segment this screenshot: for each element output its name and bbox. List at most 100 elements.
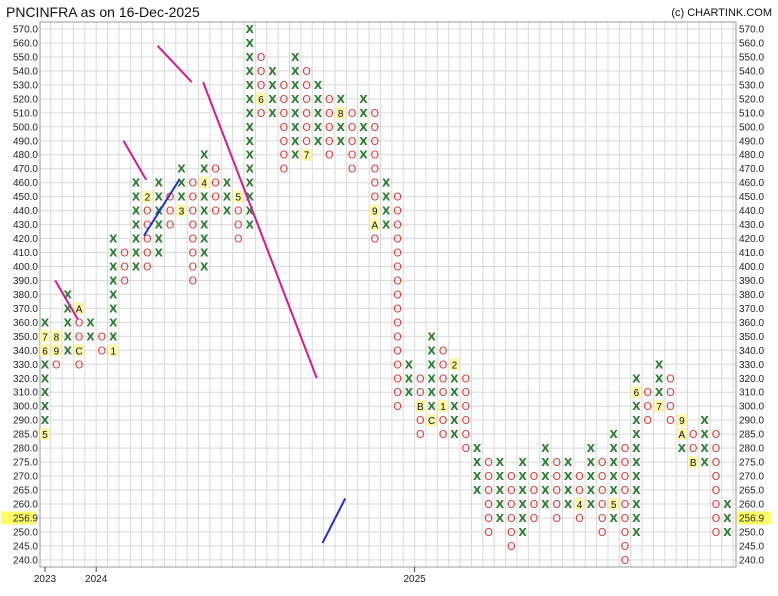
- o-mark: O: [143, 260, 152, 273]
- month-marker-bg: [51, 330, 62, 343]
- o-mark: O: [189, 247, 198, 260]
- o-mark: O: [461, 414, 470, 427]
- o-mark: O: [575, 512, 584, 525]
- y-tick-label-left: 275.0: [13, 458, 38, 469]
- y-tick-label-right: 240.0: [739, 555, 764, 566]
- x-mark: X: [245, 23, 254, 36]
- x-mark: X: [245, 79, 254, 92]
- x-mark: X: [223, 177, 232, 190]
- y-tick-label-left: 390.0: [13, 276, 38, 287]
- o-mark: O: [507, 484, 516, 497]
- x-mark: X: [678, 442, 687, 455]
- x-mark: X: [541, 498, 550, 511]
- o-mark: O: [621, 540, 630, 553]
- o-mark: O: [484, 498, 493, 511]
- x-mark: X: [200, 149, 209, 162]
- o-mark: O: [75, 316, 84, 329]
- o-mark: O: [484, 512, 493, 525]
- o-mark: O: [507, 470, 516, 483]
- month-marker: B: [417, 402, 424, 413]
- x-mark: X: [587, 484, 596, 497]
- o-mark: O: [211, 191, 220, 204]
- y-tick-label-left: 380.0: [13, 290, 38, 301]
- x-mark: X: [700, 428, 709, 441]
- o-mark: O: [302, 107, 311, 120]
- x-mark: X: [109, 330, 118, 343]
- o-mark: O: [302, 65, 311, 78]
- x-mark: X: [268, 107, 277, 120]
- y-tick-label-right: 530.0: [739, 80, 764, 91]
- x-mark: X: [632, 414, 641, 427]
- o-mark: O: [575, 484, 584, 497]
- o-mark: O: [461, 372, 470, 385]
- x-mark: X: [336, 135, 345, 148]
- x-mark: X: [496, 456, 505, 469]
- o-mark: O: [302, 121, 311, 134]
- y-tick-label-right: 550.0: [739, 52, 764, 63]
- y-tick-label-left: 480.0: [13, 150, 38, 161]
- month-marker-bg: [676, 428, 687, 441]
- month-marker-bg: [233, 190, 244, 203]
- y-tick-label-left: 530.0: [13, 80, 38, 91]
- o-mark: O: [189, 274, 198, 287]
- month-marker-bg: [51, 344, 62, 357]
- y-tick-label-left: 410.0: [13, 248, 38, 259]
- y-tick-label-left: 520.0: [13, 94, 38, 105]
- o-mark: O: [507, 526, 516, 539]
- month-marker: 2: [452, 360, 458, 371]
- o-mark: O: [712, 470, 721, 483]
- x-mark: X: [154, 177, 163, 190]
- month-marker-bg: [199, 176, 210, 189]
- o-mark: O: [575, 470, 584, 483]
- x-mark: X: [109, 316, 118, 329]
- x-mark: X: [496, 484, 505, 497]
- month-marker: 4: [201, 179, 207, 190]
- x-mark: X: [609, 512, 618, 525]
- y-tick-label-left: 420.0: [13, 234, 38, 245]
- o-mark: O: [98, 330, 107, 343]
- o-mark: O: [211, 163, 220, 176]
- o-mark: O: [279, 107, 288, 120]
- o-mark: O: [370, 149, 379, 162]
- o-mark: O: [643, 400, 652, 413]
- year-label: 2025: [403, 574, 426, 585]
- x-mark: X: [632, 428, 641, 441]
- x-mark: X: [245, 205, 254, 218]
- o-mark: O: [189, 177, 198, 190]
- x-mark: X: [86, 316, 95, 329]
- o-mark: O: [234, 219, 243, 232]
- x-mark: X: [632, 484, 641, 497]
- o-mark: O: [279, 79, 288, 92]
- x-mark: X: [359, 135, 368, 148]
- last-price-bg-right: [737, 511, 771, 525]
- o-mark: O: [461, 428, 470, 441]
- o-mark: O: [598, 484, 607, 497]
- o-mark: O: [189, 205, 198, 218]
- o-mark: O: [189, 219, 198, 232]
- o-column: OOO: [643, 386, 652, 427]
- o-mark: O: [484, 526, 493, 539]
- x-mark: X: [359, 121, 368, 134]
- y-axis-right: 240.0 245.0 250.0 256.9 260.0 265.0 270.0 275.0…: [737, 25, 771, 566]
- o-mark: O: [552, 498, 561, 511]
- x-mark: X: [473, 484, 482, 497]
- x-mark: X: [632, 456, 641, 469]
- y-tick-label-left: 240.0: [13, 555, 38, 566]
- x-mark: X: [132, 205, 141, 218]
- month-marker: C: [428, 416, 435, 427]
- last-price-label-left: 256.9: [13, 513, 38, 524]
- o-mark: O: [552, 512, 561, 525]
- x-mark: X: [587, 442, 596, 455]
- x-mark: X: [518, 484, 527, 497]
- y-tick-label-left: 430.0: [13, 220, 38, 231]
- x-mark: X: [587, 470, 596, 483]
- month-marker-bg: [74, 302, 85, 315]
